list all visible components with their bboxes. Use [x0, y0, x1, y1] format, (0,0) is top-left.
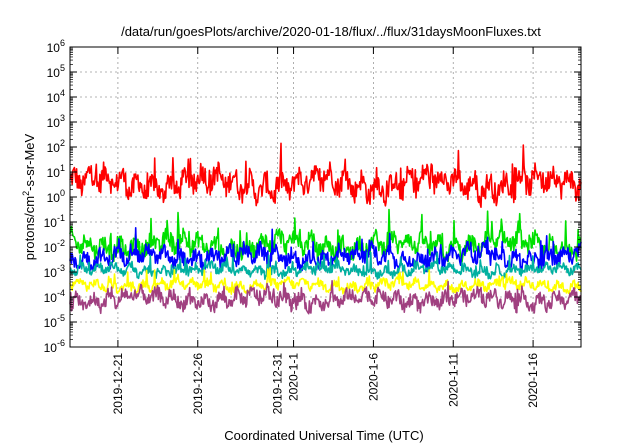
series-line [69, 227, 582, 273]
y-tick-label: 103 [47, 113, 65, 130]
y-tick-label: 10-1 [44, 213, 65, 230]
x-tick-label: 2019-12-21 [111, 353, 125, 415]
x-axis: 2019-12-21 2019-12-26 2019-12-31 2020-1-1 20… [111, 47, 540, 414]
y-tick-label: 10-5 [44, 313, 65, 330]
x-tick-label: 2020-1-16 [526, 353, 540, 408]
x-tick-label: 2020-1-11 [446, 353, 460, 407]
series-group [69, 142, 582, 315]
y-tick-label: 101 [47, 163, 65, 180]
y-tick-label: 105 [47, 63, 65, 80]
series-line [69, 267, 582, 296]
y-tick-label: 10-3 [44, 263, 65, 280]
y-tick-label: 100 [47, 188, 65, 205]
series-line [69, 279, 582, 315]
x-tick-label: 2020-1-6 [366, 353, 380, 401]
y-tick-label: 102 [47, 138, 65, 155]
y-tick-label: 10-6 [44, 338, 65, 355]
y-tick-label: 10-4 [44, 288, 65, 305]
x-tick-label: 2020-1-1 [287, 353, 301, 401]
x-tick-label: 2019-12-31 [271, 353, 285, 415]
x-tick-label: 2019-12-26 [191, 353, 205, 415]
y-axis: 10-6 10-5 10-4 10-3 10-2 10-1 100 101 102 103 104 1… [44, 38, 581, 355]
x-axis-label: Coordinated Universal Time (UTC) [224, 428, 423, 443]
y-axis-label: protons/cm2-s-sr-MeV [21, 133, 37, 260]
y-tick-label: 106 [47, 38, 65, 55]
y-tick-label: 10-2 [44, 238, 65, 255]
y-tick-label: 104 [47, 88, 65, 105]
series-line [69, 142, 582, 208]
chart-title: /data/run/goesPlots/archive/2020-01-18/f… [121, 24, 541, 39]
